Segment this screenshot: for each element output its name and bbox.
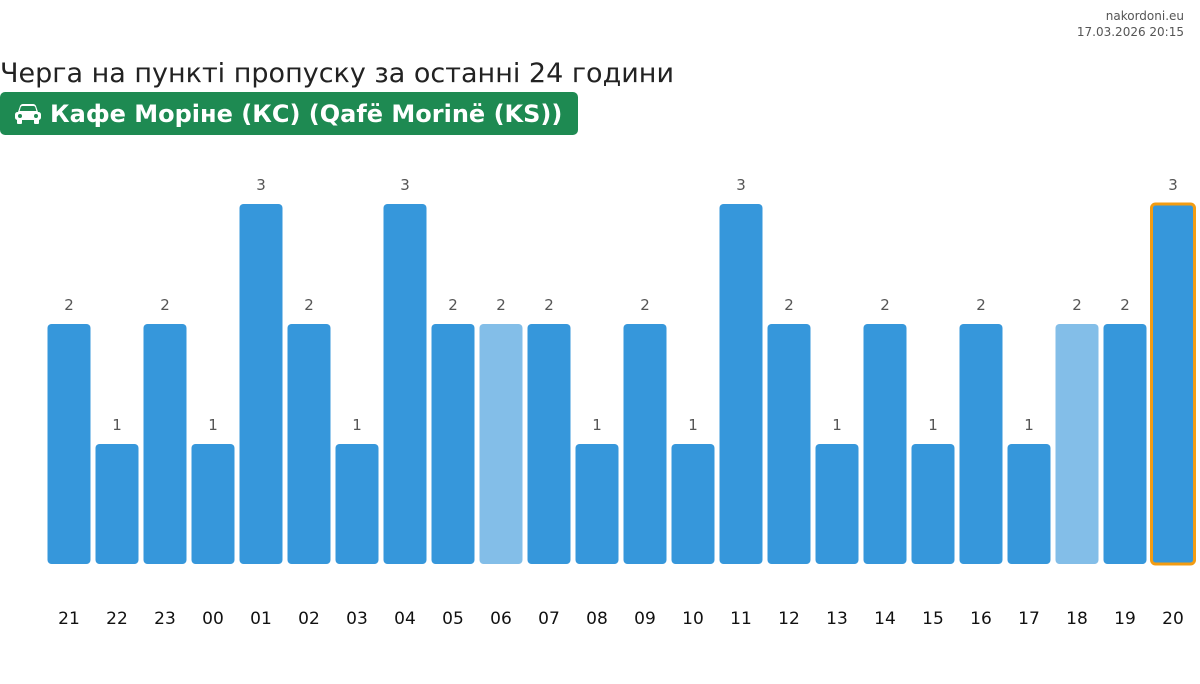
bar-00: [191, 444, 235, 564]
bar-02: [287, 324, 331, 564]
value-label-01: 3: [256, 176, 266, 194]
value-label-10: 1: [688, 416, 698, 434]
x-tick-14: 14: [874, 609, 896, 629]
value-label-07: 2: [544, 296, 554, 314]
bar-06: [479, 324, 523, 564]
x-tick-18: 18: [1066, 609, 1088, 629]
x-tick-21: 21: [58, 609, 80, 629]
x-tick-20: 20: [1162, 609, 1184, 629]
x-tick-00: 00: [202, 609, 224, 629]
value-label-00: 1: [208, 416, 218, 434]
value-label-22: 1: [112, 416, 122, 434]
source-timestamp: 17.03.2026 20:15: [1076, 25, 1184, 39]
value-label-12: 2: [784, 296, 794, 314]
value-label-17: 1: [1024, 416, 1034, 434]
x-tick-19: 19: [1114, 609, 1136, 629]
value-label-03: 1: [352, 416, 362, 434]
x-tick-15: 15: [922, 609, 944, 629]
x-tick-23: 23: [154, 609, 176, 629]
bar-05: [431, 324, 475, 564]
x-tick-13: 13: [826, 609, 848, 629]
x-tick-08: 08: [586, 609, 608, 629]
bar-17: [1007, 444, 1051, 564]
bar-21: [47, 324, 91, 564]
bar-08: [575, 444, 619, 564]
value-label-09: 2: [640, 296, 650, 314]
value-label-04: 3: [400, 176, 410, 194]
value-label-18: 2: [1072, 296, 1082, 314]
bar-18: [1055, 324, 1099, 564]
bar-10: [671, 444, 715, 564]
source-site: nakordoni.eu: [1105, 9, 1184, 23]
x-tick-07: 07: [538, 609, 560, 629]
x-tick-05: 05: [442, 609, 464, 629]
bar-04: [383, 204, 427, 564]
bar-13: [815, 444, 859, 564]
value-label-05: 2: [448, 296, 458, 314]
bar-03: [335, 444, 379, 564]
value-label-23: 2: [160, 296, 170, 314]
bar-16: [959, 324, 1003, 564]
x-tick-12: 12: [778, 609, 800, 629]
value-label-02: 2: [304, 296, 314, 314]
bar-01: [239, 204, 283, 564]
bar-15: [911, 444, 955, 564]
x-tick-04: 04: [394, 609, 416, 629]
value-label-19: 2: [1120, 296, 1130, 314]
value-label-06: 2: [496, 296, 506, 314]
x-tick-09: 09: [634, 609, 656, 629]
x-tick-16: 16: [970, 609, 992, 629]
bar-07: [527, 324, 571, 564]
source-info: nakordoni.eu 17.03.2026 20:15: [1077, 8, 1184, 40]
x-tick-02: 02: [298, 609, 320, 629]
bar-12: [767, 324, 811, 564]
value-label-16: 2: [976, 296, 986, 314]
value-label-08: 1: [592, 416, 602, 434]
x-tick-03: 03: [346, 609, 368, 629]
x-tick-17: 17: [1018, 609, 1040, 629]
x-tick-11: 11: [730, 609, 752, 629]
page-title: Черга на пункті пропуску за останні 24 г…: [0, 58, 674, 89]
value-label-14: 2: [880, 296, 890, 314]
x-tick-22: 22: [106, 609, 128, 629]
value-label-11: 3: [736, 176, 746, 194]
station-name: Кафе Моріне (КС) (Qafë Morinë (KS)): [50, 99, 563, 128]
bar-19: [1103, 324, 1147, 564]
car-icon: [14, 103, 42, 125]
bar-23: [143, 324, 187, 564]
bar-14: [863, 324, 907, 564]
x-tick-01: 01: [250, 609, 272, 629]
bar-20: [1150, 202, 1196, 566]
x-tick-10: 10: [682, 609, 704, 629]
value-label-15: 1: [928, 416, 938, 434]
bar-22: [95, 444, 139, 564]
station-badge: Кафе Моріне (КС) (Qafë Morinë (KS)): [0, 92, 579, 135]
x-tick-06: 06: [490, 609, 512, 629]
bar-09: [623, 324, 667, 564]
value-label-13: 1: [832, 416, 842, 434]
value-label-21: 2: [64, 296, 74, 314]
value-label-20: 3: [1168, 176, 1178, 194]
bar-11: [719, 204, 763, 564]
